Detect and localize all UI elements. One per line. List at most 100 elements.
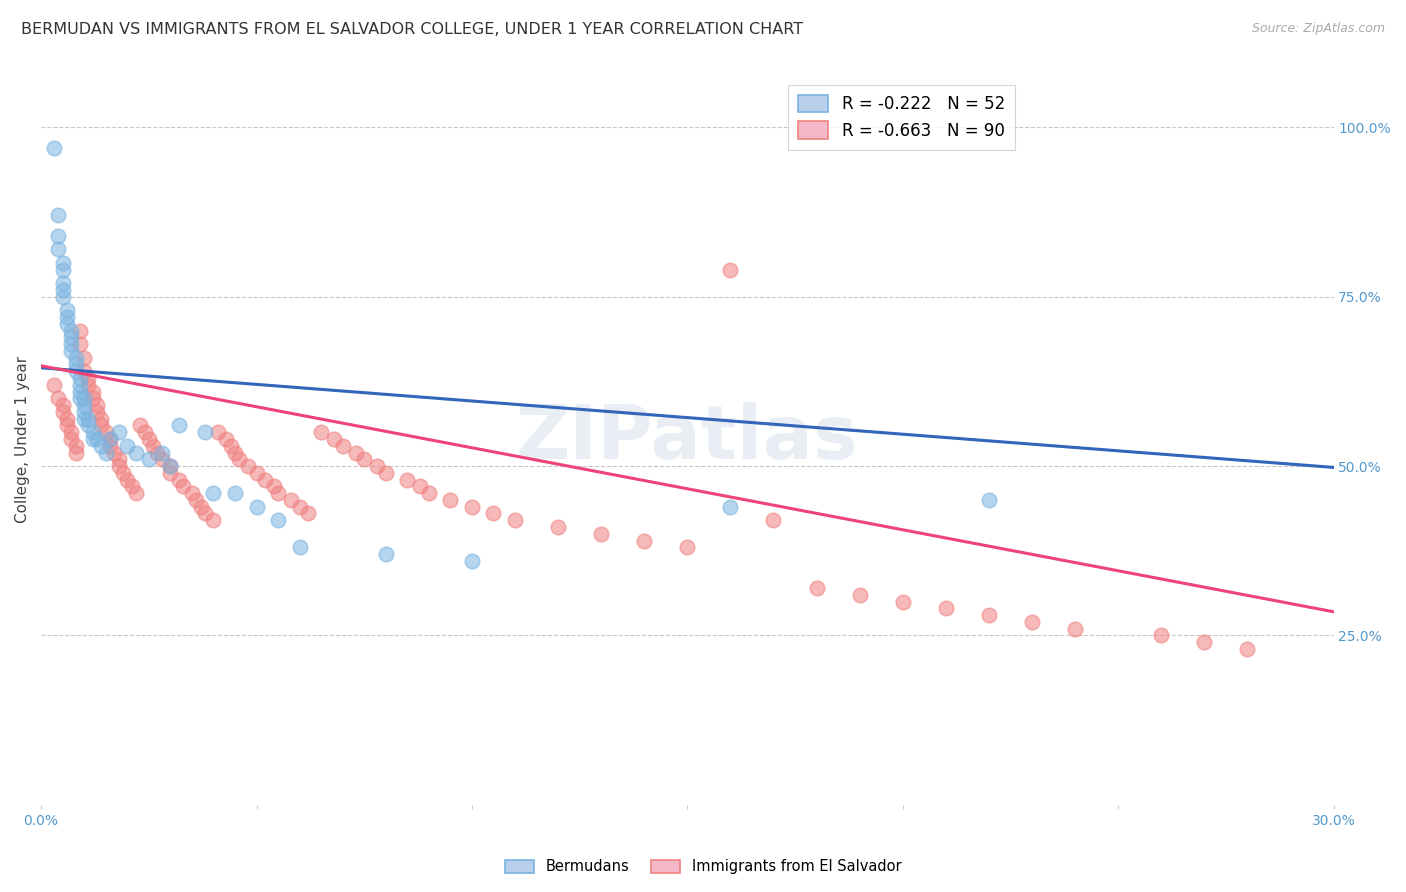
Point	[1236, 642, 1258, 657]
Point	[547, 520, 569, 534]
Point	[891, 594, 914, 608]
Point	[288, 541, 311, 555]
Point	[60, 337, 83, 351]
Point	[56, 310, 79, 324]
Point	[90, 418, 112, 433]
Point	[52, 283, 75, 297]
Point	[1194, 635, 1216, 649]
Point	[65, 439, 87, 453]
Point	[146, 445, 169, 459]
Point	[69, 371, 91, 385]
Point	[254, 473, 277, 487]
Point	[82, 425, 104, 439]
Text: Source: ZipAtlas.com: Source: ZipAtlas.com	[1251, 22, 1385, 36]
Point	[65, 445, 87, 459]
Point	[267, 486, 290, 500]
Legend: Bermudans, Immigrants from El Salvador: Bermudans, Immigrants from El Salvador	[499, 854, 907, 880]
Point	[46, 208, 69, 222]
Point	[103, 445, 125, 459]
Point	[633, 533, 655, 548]
Point	[60, 324, 83, 338]
Point	[42, 377, 65, 392]
Point	[374, 466, 396, 480]
Point	[52, 276, 75, 290]
Point	[46, 228, 69, 243]
Point	[236, 458, 259, 473]
Point	[309, 425, 332, 439]
Point	[190, 500, 212, 514]
Point	[73, 351, 96, 365]
Point	[461, 554, 484, 568]
Point	[461, 500, 484, 514]
Point	[77, 418, 100, 433]
Point	[167, 473, 190, 487]
Point	[65, 358, 87, 372]
Point	[107, 458, 129, 473]
Point	[56, 303, 79, 318]
Point	[297, 507, 319, 521]
Legend: R = -0.222   N = 52, R = -0.663   N = 90: R = -0.222 N = 52, R = -0.663 N = 90	[789, 85, 1015, 150]
Point	[125, 445, 148, 459]
Point	[69, 392, 91, 406]
Point	[107, 452, 129, 467]
Point	[73, 364, 96, 378]
Point	[409, 479, 432, 493]
Point	[374, 547, 396, 561]
Point	[73, 405, 96, 419]
Point	[138, 432, 160, 446]
Point	[111, 466, 134, 480]
Point	[56, 411, 79, 425]
Y-axis label: College, Under 1 year: College, Under 1 year	[15, 355, 30, 523]
Point	[332, 439, 354, 453]
Point	[718, 262, 741, 277]
Point	[69, 337, 91, 351]
Point	[69, 377, 91, 392]
Point	[159, 466, 181, 480]
Point	[167, 418, 190, 433]
Point	[52, 262, 75, 277]
Point	[142, 439, 165, 453]
Point	[94, 445, 117, 459]
Point	[439, 492, 461, 507]
Point	[159, 458, 181, 473]
Point	[180, 486, 202, 500]
Point	[46, 392, 69, 406]
Point	[224, 445, 246, 459]
Point	[125, 486, 148, 500]
Point	[86, 432, 108, 446]
Point	[121, 479, 143, 493]
Point	[323, 432, 346, 446]
Point	[591, 526, 613, 541]
Point	[806, 581, 828, 595]
Text: BERMUDAN VS IMMIGRANTS FROM EL SALVADOR COLLEGE, UNDER 1 YEAR CORRELATION CHART: BERMUDAN VS IMMIGRANTS FROM EL SALVADOR …	[21, 22, 803, 37]
Point	[69, 324, 91, 338]
Point	[138, 452, 160, 467]
Point	[77, 377, 100, 392]
Point	[73, 398, 96, 412]
Point	[353, 452, 375, 467]
Point	[245, 466, 267, 480]
Point	[82, 384, 104, 399]
Point	[676, 541, 699, 555]
Point	[977, 492, 1000, 507]
Point	[42, 140, 65, 154]
Point	[77, 411, 100, 425]
Point	[73, 411, 96, 425]
Point	[60, 343, 83, 358]
Point	[52, 398, 75, 412]
Point	[150, 452, 173, 467]
Point	[52, 256, 75, 270]
Point	[73, 392, 96, 406]
Point	[267, 513, 290, 527]
Point	[366, 458, 388, 473]
Point	[82, 392, 104, 406]
Point	[52, 405, 75, 419]
Point	[288, 500, 311, 514]
Point	[848, 588, 870, 602]
Point	[98, 432, 121, 446]
Point	[65, 364, 87, 378]
Point	[280, 492, 302, 507]
Point	[207, 425, 229, 439]
Point	[150, 445, 173, 459]
Point	[46, 242, 69, 256]
